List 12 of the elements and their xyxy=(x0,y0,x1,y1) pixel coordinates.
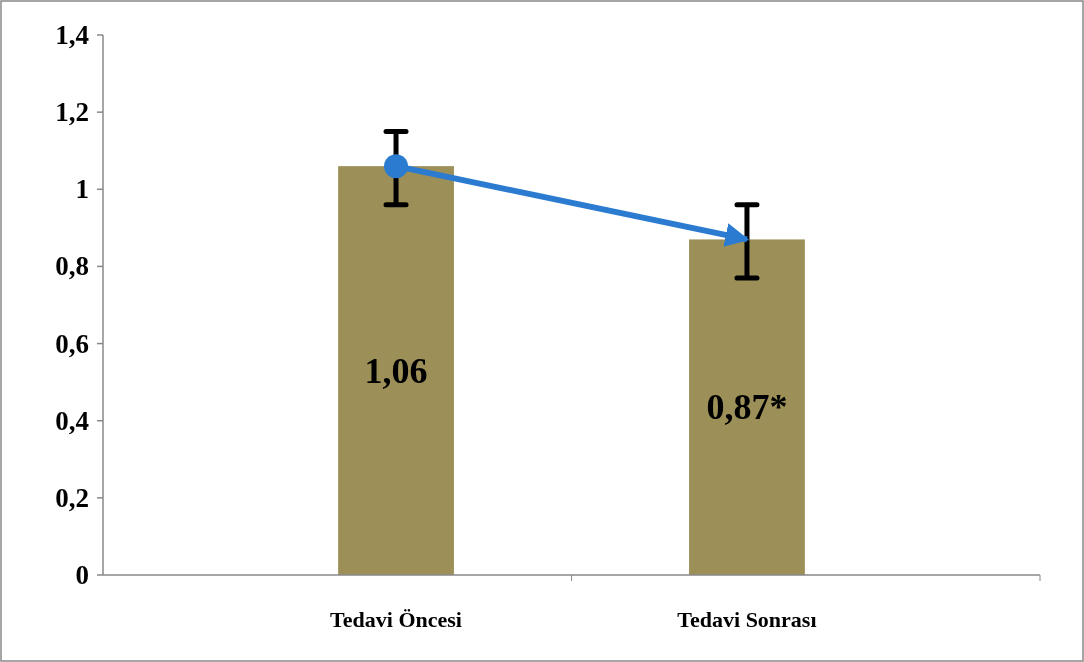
x-tick-label: Tedavi Sonrası xyxy=(677,607,817,632)
y-tick-label: 0,6 xyxy=(55,328,89,359)
x-tick-label: Tedavi Öncesi xyxy=(330,607,462,632)
y-tick-label: 1 xyxy=(75,174,89,205)
y-tick-label: 0,2 xyxy=(55,482,89,513)
data-label: 0,87* xyxy=(706,387,788,428)
y-tick-label: 1,4 xyxy=(55,20,89,50)
y-tick-label: 0,4 xyxy=(55,405,89,436)
y-tick-label: 1,2 xyxy=(55,97,89,128)
data-label: 1,06 xyxy=(364,350,428,391)
y-tick-label: 0,8 xyxy=(55,251,89,282)
y-tick-label: 0 xyxy=(75,560,89,590)
